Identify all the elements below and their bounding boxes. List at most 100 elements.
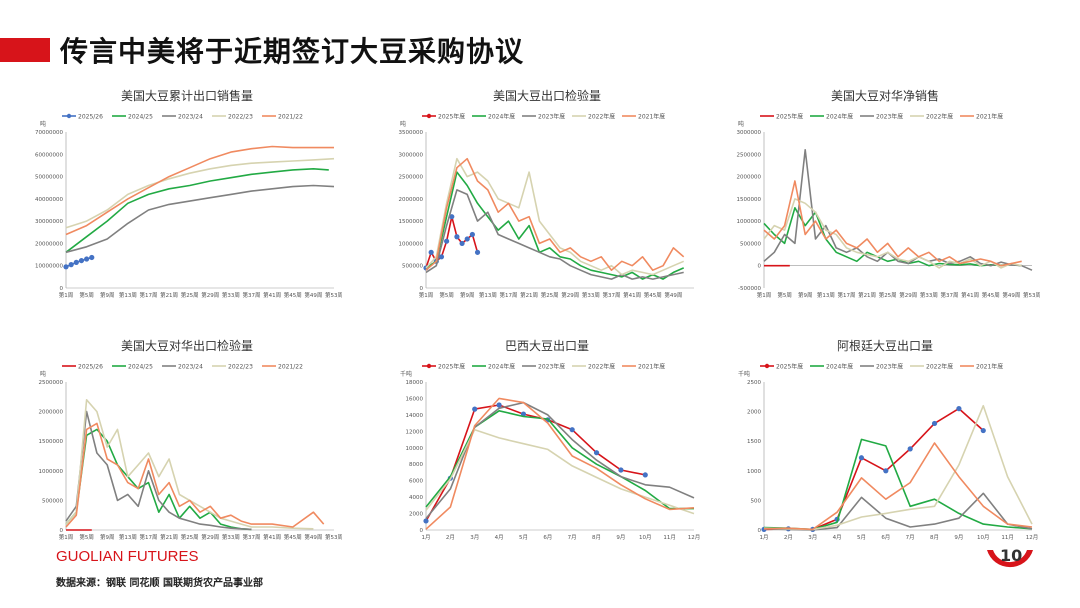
x-tick-label: 第21周 [160,291,178,299]
y-tick-label: 0 [60,528,64,534]
data-point [78,257,85,264]
series-line [65,145,334,236]
series-line [65,157,335,229]
x-tick-label: 7月 [906,534,915,541]
series-line [65,410,252,531]
x-tick-label: 第21周 [858,291,876,299]
legend-marker [66,113,72,119]
legend-label: 2025年度 [438,113,465,121]
legend-label: 2025/26 [78,364,103,371]
brand-logo-text: GUOLIAN FUTURES [56,548,199,565]
x-tick-label: 1月 [760,534,769,541]
x-tick-label: 8月 [930,534,939,541]
data-point [454,234,460,240]
x-tick-label: 第37周 [243,533,261,541]
legend-label: 2021年度 [976,113,1003,121]
x-tick-label: 9月 [616,534,625,541]
x-tick-label: 第5周 [439,291,454,299]
chart-title: 美国大豆对华出口检验量 [121,338,253,353]
x-tick-label: 第53周 [325,533,342,541]
legend-label: 2023年度 [876,113,903,121]
y-tick-label: 18000 [406,380,424,386]
data-point [469,231,475,238]
legend-label: 2025年度 [776,113,803,121]
x-tick-label: 第9周 [460,291,475,299]
y-tick-label: 2000 [747,410,761,416]
data-point [472,406,478,412]
chart-us-export-inspections: 美国大豆出口检验量 2025年度 2024年度 2023年度 2022年度 2021年度吨… [392,86,702,306]
y-tick-label: 500000 [740,241,761,247]
chart-title: 美国大豆累计出口销售量 [121,88,253,103]
x-tick-label: 第17周 [837,291,855,299]
y-axis-unit: 吨 [400,120,406,128]
y-tick-label: 2500 [747,380,761,386]
x-tick-label: 11月 [1001,534,1014,541]
x-tick-label: 第5周 [79,533,94,541]
series-line [65,398,314,530]
x-tick-label: 第13周 [817,291,835,299]
y-tick-label: 2000 [409,512,423,518]
x-tick-label: 第17周 [499,291,517,299]
data-source-note: 数据来源：钢联 同花顺 国联期货农产品事业部 [56,578,263,589]
x-tick-label: 第5周 [777,291,792,299]
data-point [956,406,962,412]
x-tick-label: 3月 [470,534,479,541]
chart-us-cumulative-export-sales: 美国大豆累计出口销售量 2025/26 2024/25 2023/24 2022/23 2… [32,86,342,306]
x-tick-label: 第25周 [879,291,897,299]
x-tick-label: 第41周 [623,291,641,299]
chart-title: 阿根廷大豆出口量 [837,339,933,353]
y-tick-label: 1000 [747,469,761,475]
x-tick-label: 第37周 [243,291,261,299]
x-tick-label: 1月 [422,534,431,541]
data-point [428,249,434,255]
data-point [569,427,575,433]
data-point [68,262,74,268]
y-tick-label: 6000 [409,479,423,485]
legend-label: 2024年度 [488,113,515,121]
x-tick-label: 第41周 [961,291,979,299]
x-tick-label: 6月 [543,534,552,541]
legend-label: 2021年度 [638,363,665,371]
legend-label: 2025年度 [438,363,465,371]
x-tick-label: 5月 [519,534,528,541]
series-line [763,442,1033,531]
y-tick-label: 2000000 [39,410,64,416]
x-tick-label: 第37周 [603,291,621,299]
chart-svg: 阿根廷大豆出口量 2025年度 2024年度 2023年度 2022年度 2021年度千吨… [738,339,1039,541]
series-line [65,428,252,531]
x-tick-label: 4月 [495,534,504,541]
x-tick-label: 第53周 [1023,291,1040,299]
series-line [65,168,329,253]
x-tick-label: 7月 [568,534,577,541]
title-accent-bar [0,38,50,62]
y-tick-label: 2000000 [399,197,424,203]
y-tick-label: 60000000 [35,152,63,158]
y-axis-unit: 吨 [40,370,46,378]
series-line [425,401,695,520]
x-tick-label: 6月 [881,534,890,541]
chart-svg: 美国大豆出口检验量 2025年度 2024年度 2023年度 2022年度 2021年度吨… [399,88,694,299]
data-point [593,450,600,456]
x-tick-label: 第5周 [79,291,94,299]
legend-label: 2023年度 [876,363,903,371]
x-tick-label: 第29周 [561,291,579,299]
x-tick-label: 第45周 [284,291,302,299]
y-tick-label: 4000 [409,495,423,501]
data-point [474,249,481,255]
x-tick-label: 第49周 [664,291,682,299]
y-tick-label: 0 [758,264,762,270]
y-tick-label: 0 [60,286,64,292]
x-tick-label: 12月 [1026,534,1039,541]
x-tick-label: 10月 [639,534,652,541]
legend-label: 2024/25 [128,114,153,121]
series-line [763,198,1022,269]
y-tick-label: 1500 [747,439,761,445]
y-tick-label: 2500000 [39,380,64,386]
x-tick-label: 第49周 [304,533,322,541]
x-tick-label: 第1周 [757,291,772,299]
series-line [65,422,325,528]
data-point [423,518,429,524]
legend-label: 2022/23 [228,114,253,121]
x-tick-label: 第41周 [263,291,281,299]
